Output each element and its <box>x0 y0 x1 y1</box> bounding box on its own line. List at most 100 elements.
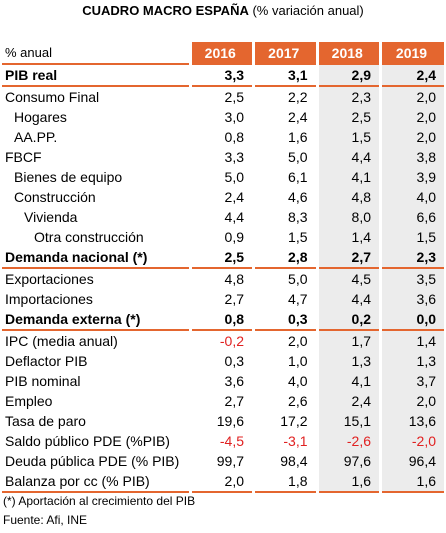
cell-value: 0,2 <box>315 309 381 330</box>
row-label: Empleo <box>5 393 53 409</box>
cell-value: 2,7 <box>188 289 254 309</box>
cell-value: 2,0 <box>188 471 254 493</box>
cell-value: 3,0 <box>188 107 254 127</box>
cell-value: 2,5 <box>315 107 381 127</box>
cell-value: 4,4 <box>315 289 381 309</box>
table-row: PIB real 3,3 3,1 2,9 2,4 <box>2 63 444 86</box>
cell-value: 1,6 <box>315 471 381 493</box>
table-row: Importaciones 2,7 4,7 4,4 3,6 <box>2 289 444 309</box>
cell-value: 13,6 <box>379 411 444 431</box>
row-label: Vivienda <box>24 209 78 225</box>
year-header: 2017 <box>252 42 317 64</box>
table-row: Otra construcción 0,9 1,5 1,4 1,5 <box>2 227 444 247</box>
row-label: Construcción <box>14 189 96 205</box>
row-label: Bienes de equipo <box>14 169 123 185</box>
cell-value: 4,4 <box>188 207 254 227</box>
table-row: Demanda externa (*) 0,8 0,3 0,2 0,0 <box>2 309 444 330</box>
cell-value: -2,6 <box>315 431 381 451</box>
cell-value: 1,3 <box>379 351 444 371</box>
cell-value: 1,4 <box>315 227 381 247</box>
row-label: Deflactor PIB <box>5 353 88 369</box>
cell-value: 2,6 <box>252 391 317 411</box>
cell-value: 98,4 <box>252 451 317 471</box>
cell-value: 4,0 <box>379 187 444 207</box>
cell-value: 96,4 <box>379 451 444 471</box>
cell-value: 1,6 <box>252 127 317 147</box>
cell-value: 0,8 <box>188 127 254 147</box>
table-row: Balanza por cc (% PIB) 2,0 1,8 1,6 1,6 <box>2 471 444 493</box>
header-row: % anual 2016 2017 2018 2019 <box>2 42 444 64</box>
cell-value: 2,4 <box>188 187 254 207</box>
cell-value: 2,3 <box>315 85 381 107</box>
table-row: Hogares 3,0 2,4 2,5 2,0 <box>2 107 444 127</box>
cell-value: 2,4 <box>252 107 317 127</box>
cell-value: 17,2 <box>252 411 317 431</box>
table-row: AA.PP. 0,8 1,6 1,5 2,0 <box>2 127 444 147</box>
row-label: Consumo Final <box>2 85 190 107</box>
year-header: 2016 <box>188 42 254 64</box>
cell-value: 0,0 <box>379 309 444 330</box>
cell-value: 8,0 <box>315 207 381 227</box>
cell-value: 0,3 <box>188 351 254 371</box>
table-row: Empleo 2,7 2,6 2,4 2,0 <box>2 391 444 411</box>
table-row: Demanda nacional (*) 2,5 2,8 2,7 2,3 <box>2 247 444 268</box>
row-label: Deuda pública PDE (% PIB) <box>5 453 180 469</box>
row-label: Importaciones <box>5 291 93 307</box>
cell-value: 2,8 <box>252 247 317 268</box>
cell-value: 4,1 <box>315 167 381 187</box>
macro-table: % anual 2016 2017 2018 2019 PIB real 3,3… <box>2 42 444 493</box>
cell-value: 2,7 <box>315 247 381 268</box>
cell-value: 1,0 <box>252 351 317 371</box>
cell-value: -2,0 <box>379 431 444 451</box>
cell-value: 3,6 <box>188 371 254 391</box>
cell-value: 3,9 <box>379 167 444 187</box>
cell-value: 4,8 <box>315 187 381 207</box>
cell-value: 3,8 <box>379 147 444 167</box>
row-label: AA.PP. <box>14 129 58 145</box>
cell-value: 2,9 <box>315 63 381 86</box>
row-label: Hogares <box>14 109 67 125</box>
row-label: Demanda externa (*) <box>5 311 141 327</box>
table-row: Consumo Final 2,5 2,2 2,3 2,0 <box>2 85 444 107</box>
table-row: Bienes de equipo 5,0 6,1 4,1 3,9 <box>2 167 444 187</box>
cell-value: 5,0 <box>252 147 317 167</box>
cell-value: 3,1 <box>252 63 317 86</box>
cell-value: 2,0 <box>379 391 444 411</box>
cell-value: 1,7 <box>315 329 381 351</box>
cell-value: 2,5 <box>188 247 254 268</box>
year-header: 2019 <box>379 42 444 64</box>
table-row: Construcción 2,4 4,6 4,8 4,0 <box>2 187 444 207</box>
cell-value: 2,7 <box>188 391 254 411</box>
cell-value: 1,6 <box>379 471 444 493</box>
cell-value: 6,1 <box>252 167 317 187</box>
cell-value: 4,4 <box>315 147 381 167</box>
table-row: FBCF 3,3 5,0 4,4 3,8 <box>2 147 444 167</box>
cell-value: 1,5 <box>315 127 381 147</box>
cell-value: 4,5 <box>315 267 381 289</box>
row-label: FBCF <box>5 149 42 165</box>
row-label: Otra construcción <box>34 229 144 245</box>
cell-value: 0,8 <box>188 309 254 330</box>
table-row: Tasa de paro 19,6 17,2 15,1 13,6 <box>2 411 444 431</box>
row-label: Demanda nacional (*) <box>5 249 148 265</box>
unit-label: % anual <box>5 44 52 60</box>
row-label: Balanza por cc (% PIB) <box>2 471 190 493</box>
table-row: Vivienda 4,4 8,3 8,0 6,6 <box>2 207 444 227</box>
cell-value: 19,6 <box>188 411 254 431</box>
cell-value: 3,3 <box>188 147 254 167</box>
cell-value: 1,4 <box>379 329 444 351</box>
cell-value: 5,0 <box>252 267 317 289</box>
cell-value: 1,5 <box>379 227 444 247</box>
cell-value: 2,3 <box>379 247 444 268</box>
source-note: Fuente: Afi, INE <box>3 513 88 527</box>
table-row: Deflactor PIB 0,3 1,0 1,3 1,3 <box>2 351 444 371</box>
cell-value: 1,5 <box>252 227 317 247</box>
cell-value: 2,4 <box>379 63 444 86</box>
cell-value: 2,5 <box>188 85 254 107</box>
row-label: Tasa de paro <box>5 413 86 429</box>
cell-value: 4,7 <box>252 289 317 309</box>
cell-value: -4,5 <box>188 431 254 451</box>
title-main: CUADRO MACRO ESPAÑA <box>82 3 249 18</box>
cell-value: 2,4 <box>315 391 381 411</box>
table-row: PIB nominal 3,6 4,0 4,1 3,7 <box>2 371 444 391</box>
